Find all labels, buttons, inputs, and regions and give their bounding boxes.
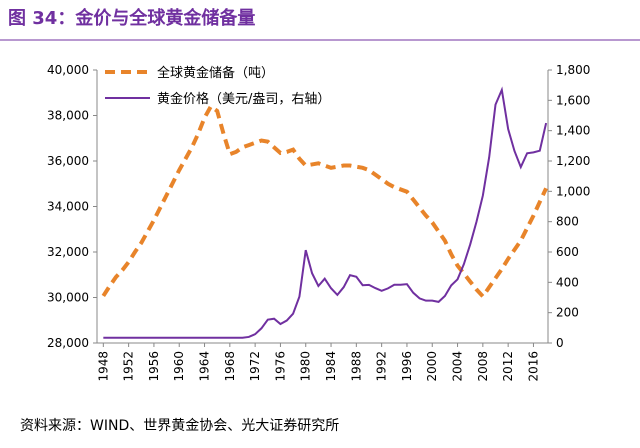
source-note: 资料来源：WIND、世界黄金协会、光大证券研究所 xyxy=(20,417,339,434)
x-tick-label: 2000 xyxy=(425,351,439,382)
y-tick-label: 38,000 xyxy=(47,109,89,123)
y-tick-label: 34,000 xyxy=(47,200,89,214)
y-tick-label: 32,000 xyxy=(47,245,89,259)
y-tick-label: 30,000 xyxy=(47,291,89,305)
x-tick-label: 1988 xyxy=(349,351,363,382)
x-tick-label: 1956 xyxy=(147,351,161,382)
x-tick-label: 2012 xyxy=(501,351,515,382)
x-tick-label: 1996 xyxy=(400,351,414,382)
legend-label: 全球黄金储备（吨） xyxy=(157,65,274,81)
y2-tick-label: 400 xyxy=(556,275,579,289)
y2-tick-label: 1,000 xyxy=(556,184,590,198)
y-tick-label: 40,000 xyxy=(47,63,89,77)
x-tick-label: 1976 xyxy=(273,351,287,382)
x-tick-label: 1964 xyxy=(198,351,212,382)
x-tick-label: 1980 xyxy=(299,351,313,382)
y2-tick-label: 1,200 xyxy=(556,154,590,168)
y2-tick-label: 800 xyxy=(556,215,579,229)
x-tick-label: 2004 xyxy=(451,351,465,382)
x-tick-label: 1984 xyxy=(324,351,338,382)
y2-tick-label: 1,600 xyxy=(556,93,590,107)
y2-tick-label: 1,800 xyxy=(556,63,590,77)
y-tick-label: 28,000 xyxy=(47,336,89,350)
y2-tick-label: 1,400 xyxy=(556,124,590,138)
legend-label: 黄金价格（美元/盎司，右轴） xyxy=(157,91,330,107)
series-line xyxy=(101,103,548,300)
x-tick-label: 1948 xyxy=(96,351,110,382)
y2-tick-label: 200 xyxy=(556,306,579,320)
series-line xyxy=(103,86,548,339)
x-tick-label: 1960 xyxy=(172,351,186,382)
x-tick-label: 2008 xyxy=(476,351,490,382)
y2-tick-label: 0 xyxy=(556,336,564,350)
y-tick-label: 36,000 xyxy=(47,154,89,168)
y2-tick-label: 600 xyxy=(556,245,579,259)
chart-title: 图 34：金价与全球黄金储备量 xyxy=(8,7,255,29)
x-tick-label: 2016 xyxy=(526,351,540,382)
x-tick-label: 1952 xyxy=(122,351,136,382)
x-tick-label: 1972 xyxy=(248,351,262,382)
x-tick-label: 1968 xyxy=(223,351,237,382)
x-tick-label: 1992 xyxy=(375,351,389,382)
